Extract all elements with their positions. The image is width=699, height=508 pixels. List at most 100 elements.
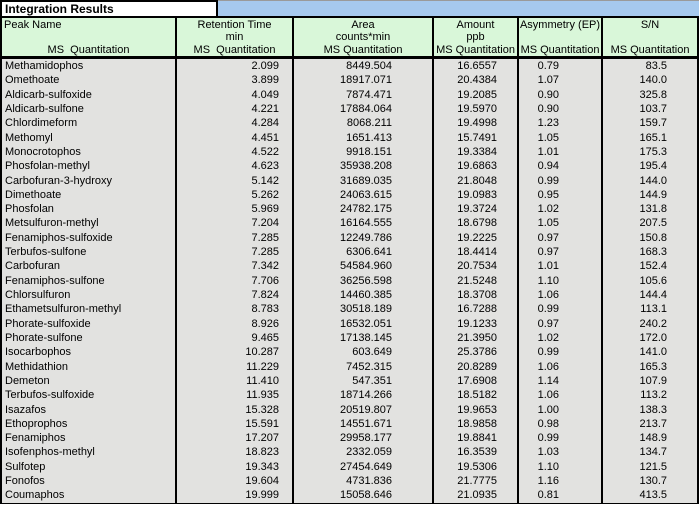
cell-asymmetry: 0.99 (519, 345, 603, 360)
cell-sn: 131.8 (603, 202, 699, 217)
cell-sn: 138.3 (603, 402, 699, 417)
table-body: Methamidophos 2.099 8449.504 16.6557 0.7… (0, 59, 699, 504)
table-row: Carbofuran-3-hydroxy 5.142 31689.035 21.… (0, 173, 699, 188)
cell-amount: 19.9653 (434, 402, 519, 417)
table-row: Isofenphos-methyl 18.823 2332.059 16.353… (0, 445, 699, 460)
cell-retention-time: 7.342 (177, 259, 294, 274)
cell-sn: 107.9 (603, 373, 699, 389)
cell-peak-name: Methidathion (0, 359, 177, 374)
cell-asymmetry: 1.06 (519, 288, 603, 303)
cell-retention-time: 7.285 (177, 230, 294, 246)
cell-asymmetry: 1.05 (519, 130, 603, 145)
cell-asymmetry: 0.98 (519, 416, 603, 432)
table-row: Omethoate 3.899 18917.071 20.4384 1.07 1… (0, 73, 699, 88)
column-header-retention-time: Retention Time min MS Quantitation (177, 18, 294, 56)
table-row: Fenamiphos-sulfoxide 7.285 12249.786 19.… (0, 230, 699, 246)
table-row: Terbufos-sulfone 7.285 6306.641 18.4414 … (0, 245, 699, 260)
cell-retention-time: 19.999 (177, 488, 294, 503)
cell-amount: 19.8841 (434, 431, 519, 446)
cell-sn: 113.1 (603, 302, 699, 317)
cell-retention-time: 11.229 (177, 359, 294, 374)
cell-asymmetry: 0.79 (519, 59, 603, 74)
cell-area: 9918.151 (294, 144, 434, 160)
cell-sn: 150.8 (603, 230, 699, 246)
column-header-area: Area counts*min MS Quantitation (294, 18, 434, 56)
cell-peak-name: Carbofuran-3-hydroxy (0, 173, 177, 188)
cell-amount: 21.8048 (434, 173, 519, 188)
cell-retention-time: 18.823 (177, 445, 294, 460)
cell-retention-time: 15.328 (177, 402, 294, 417)
cell-area: 29958.177 (294, 431, 434, 446)
cell-amount: 21.7775 (434, 474, 519, 489)
cell-amount: 18.6798 (434, 216, 519, 231)
cell-retention-time: 4.284 (177, 116, 294, 131)
title-bar: Integration Results (0, 0, 699, 16)
cell-sn: 141.0 (603, 345, 699, 360)
table-row: Chlordimeform 4.284 8068.211 19.4998 1.2… (0, 116, 699, 131)
cell-peak-name: Ethoprophos (0, 416, 177, 432)
cell-retention-time: 4.623 (177, 159, 294, 174)
table-row: Coumaphos 19.999 15058.646 21.0935 0.81 … (0, 488, 699, 503)
cell-amount: 18.4414 (434, 245, 519, 260)
cell-retention-time: 5.262 (177, 187, 294, 203)
cell-amount: 19.2225 (434, 230, 519, 246)
cell-sn: 144.0 (603, 173, 699, 188)
cell-sn: 175.3 (603, 144, 699, 160)
cell-retention-time: 10.287 (177, 345, 294, 360)
cell-amount: 19.0983 (434, 187, 519, 203)
cell-peak-name: Terbufos-sulfone (0, 245, 177, 260)
table-row: Aldicarb-sulfoxide 4.049 7874.471 19.208… (0, 87, 699, 102)
cell-asymmetry: 0.95 (519, 187, 603, 203)
cell-area: 27454.649 (294, 459, 434, 475)
cell-area: 17884.064 (294, 101, 434, 117)
cell-amount: 18.3708 (434, 288, 519, 303)
cell-amount: 19.3384 (434, 144, 519, 160)
cell-retention-time: 5.969 (177, 202, 294, 217)
cell-peak-name: Dimethoate (0, 187, 177, 203)
header-label: Peak Name (4, 19, 62, 31)
cell-peak-name: Isazafos (0, 402, 177, 417)
table-row: Fenamiphos 17.207 29958.177 19.8841 0.99… (0, 431, 699, 446)
cell-asymmetry: 0.99 (519, 302, 603, 317)
cell-retention-time: 7.285 (177, 245, 294, 260)
cell-area: 1651.413 (294, 130, 434, 145)
cell-retention-time: 11.410 (177, 373, 294, 389)
cell-asymmetry: 1.10 (519, 273, 603, 288)
cell-asymmetry: 1.00 (519, 402, 603, 417)
cell-asymmetry: 1.06 (519, 388, 603, 403)
cell-retention-time: 4.451 (177, 130, 294, 145)
cell-peak-name: Phosfolan (0, 202, 177, 217)
cell-amount: 19.4998 (434, 116, 519, 131)
cell-area: 14460.385 (294, 288, 434, 303)
cell-asymmetry: 1.05 (519, 216, 603, 231)
cell-area: 24782.175 (294, 202, 434, 217)
table-row: Methamidophos 2.099 8449.504 16.6557 0.7… (0, 59, 699, 74)
cell-peak-name: Chlorsulfuron (0, 288, 177, 303)
cell-retention-time: 8.926 (177, 316, 294, 331)
cell-area: 18714.266 (294, 388, 434, 403)
cell-amount: 20.8289 (434, 359, 519, 374)
cell-sn: 168.3 (603, 245, 699, 260)
cell-peak-name: Phosfolan-methyl (0, 159, 177, 174)
page-title: Integration Results (0, 0, 218, 16)
cell-asymmetry: 0.99 (519, 431, 603, 446)
column-header-peak-name: Peak Name MS Quantitation (0, 18, 177, 56)
cell-sn: 121.5 (603, 459, 699, 475)
header-label: Amount (456, 19, 495, 31)
cell-amount: 19.5306 (434, 459, 519, 475)
header-unit (2, 31, 175, 43)
cell-sn: 325.8 (603, 87, 699, 102)
cell-area: 4731.836 (294, 474, 434, 489)
table-row: Metsulfuron-methyl 7.204 16164.555 18.67… (0, 216, 699, 231)
cell-sn: 103.7 (603, 101, 699, 117)
cell-area: 35938.208 (294, 159, 434, 174)
cell-asymmetry: 0.97 (519, 230, 603, 246)
cell-asymmetry: 0.90 (519, 87, 603, 102)
cell-sn: 130.7 (603, 474, 699, 489)
cell-peak-name: Fenamiphos-sulfoxide (0, 230, 177, 246)
cell-asymmetry: 0.81 (519, 488, 603, 503)
cell-asymmetry: 1.14 (519, 373, 603, 389)
column-header-amount: Amount ppb MS Quantitation (434, 18, 519, 56)
header-unit (603, 31, 697, 43)
cell-peak-name: Metsulfuron-methyl (0, 216, 177, 231)
